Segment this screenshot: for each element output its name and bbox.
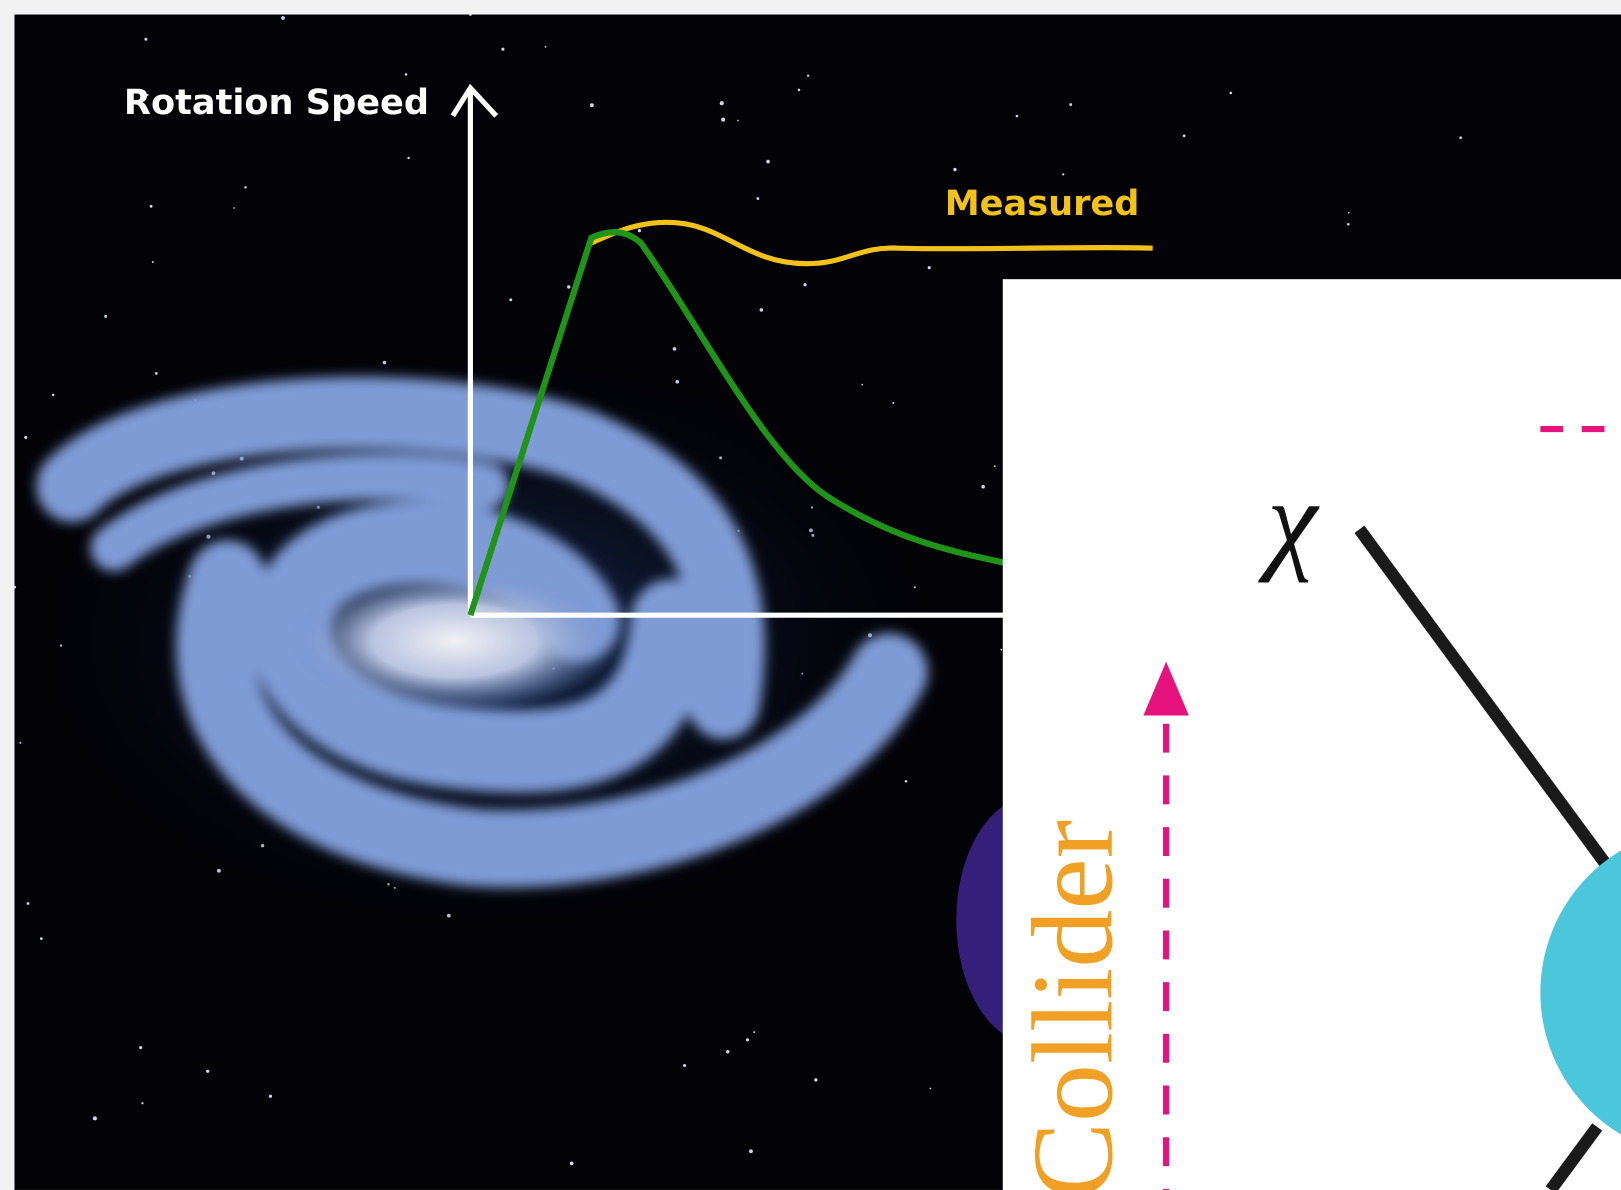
star	[726, 1050, 729, 1053]
star	[928, 266, 931, 269]
star	[233, 207, 235, 209]
star	[1347, 223, 1350, 226]
star	[766, 160, 770, 164]
y-axis-label: Rotation Speed	[124, 82, 429, 123]
star	[244, 186, 246, 188]
star	[407, 157, 409, 159]
star	[760, 308, 764, 312]
star	[139, 1046, 142, 1049]
star	[567, 285, 570, 288]
star	[469, 13, 472, 16]
star	[152, 261, 154, 263]
star	[24, 436, 27, 439]
star	[509, 298, 512, 301]
slide: Rotation Speed Measured χ Collider	[0, 0, 1621, 1190]
star	[155, 372, 158, 375]
star	[814, 1078, 817, 1081]
star	[1229, 92, 1232, 95]
star	[673, 347, 677, 351]
star	[545, 46, 547, 48]
star	[501, 48, 504, 51]
star	[1062, 173, 1064, 175]
star	[93, 1116, 97, 1120]
star	[892, 402, 894, 404]
star	[141, 1102, 143, 1104]
star	[737, 120, 739, 122]
star	[1069, 103, 1072, 106]
star	[683, 1064, 686, 1067]
star	[994, 465, 996, 467]
star	[953, 168, 956, 171]
star	[150, 205, 153, 208]
star	[1183, 134, 1186, 137]
star	[861, 384, 863, 386]
star	[807, 75, 809, 77]
star	[104, 315, 107, 318]
star	[803, 283, 806, 286]
star	[746, 1038, 749, 1041]
star	[52, 394, 55, 397]
star	[269, 1095, 272, 1098]
galaxy-core	[289, 569, 620, 714]
star	[144, 38, 147, 41]
star	[1016, 115, 1019, 118]
star	[590, 103, 594, 107]
measured-label: Measured	[945, 183, 1140, 224]
feynman-panel: χ Collider	[1003, 279, 1621, 1190]
star	[930, 1088, 932, 1090]
star	[1348, 212, 1350, 214]
star	[281, 16, 285, 20]
star	[1000, 649, 1002, 651]
star	[756, 197, 759, 200]
star	[206, 1070, 209, 1073]
star	[27, 902, 30, 905]
particle-label: χ	[1257, 457, 1320, 583]
star	[720, 101, 724, 105]
star	[405, 73, 408, 76]
star	[753, 1031, 755, 1033]
page: Rotation Speed Measured χ Collider (() =…	[0, 0, 1621, 1190]
star	[749, 1149, 753, 1153]
star	[19, 742, 21, 744]
star	[721, 118, 725, 122]
star	[1459, 136, 1462, 139]
star	[981, 485, 985, 489]
star	[798, 89, 801, 92]
side-label: Collider	[1009, 820, 1137, 1190]
star	[570, 1162, 574, 1166]
star	[40, 937, 43, 940]
star	[638, 229, 641, 232]
